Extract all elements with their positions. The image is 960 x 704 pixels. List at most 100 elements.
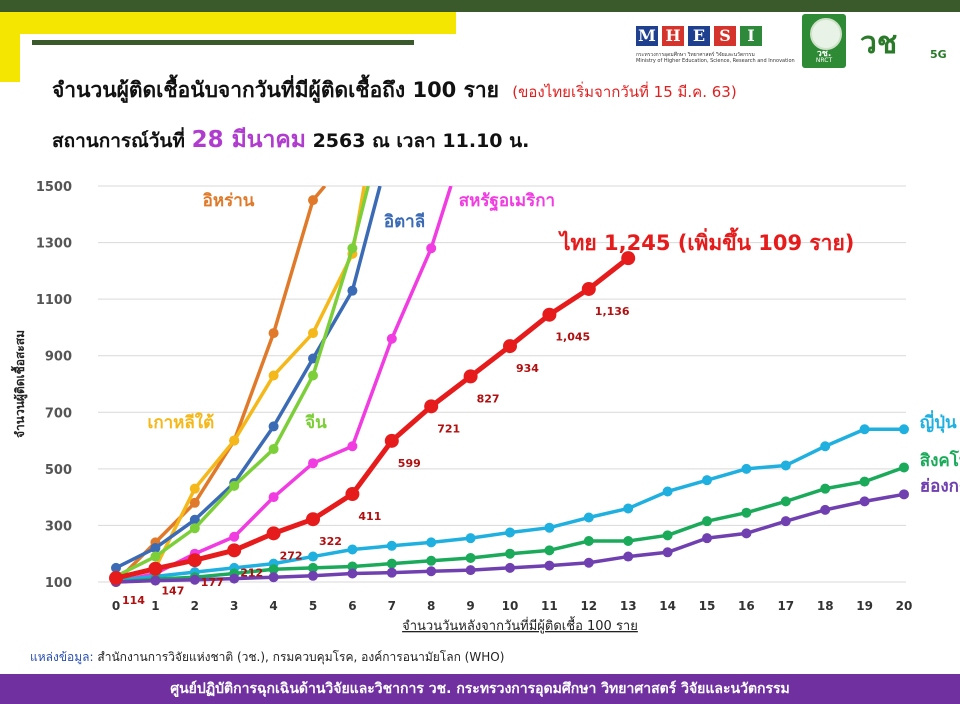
y-tick-label: 900 bbox=[45, 350, 72, 365]
data-point-เกาหลีใต้ bbox=[229, 435, 240, 446]
data-point-สิงคโปร์ bbox=[347, 561, 358, 572]
data-label-thailand: 411 bbox=[358, 510, 381, 523]
x-tick-label: 10 bbox=[502, 599, 519, 613]
top-green-bar bbox=[0, 0, 960, 12]
x-tick-label: 13 bbox=[620, 599, 637, 613]
data-label-thailand: 1,045 bbox=[555, 331, 590, 344]
y-axis-label: จำนวนผู้ติดเชื้อสะสม bbox=[10, 330, 28, 438]
data-point-จีน bbox=[347, 243, 358, 254]
data-point-เกาหลีใต้ bbox=[308, 328, 318, 339]
data-point-ญี่ปุ่น bbox=[859, 424, 870, 435]
data-point-สิงคโปร์ bbox=[544, 545, 555, 556]
y-tick-label: 700 bbox=[45, 406, 72, 421]
series-label-เกาหลีใต้: เกาหลีใต้ bbox=[148, 412, 215, 433]
data-point-ฮ่องกง bbox=[859, 496, 870, 507]
data-point-ญี่ปุ่น bbox=[583, 512, 594, 523]
data-label-thailand: 934 bbox=[516, 362, 539, 375]
data-point-สหรัฐอเมริกา bbox=[347, 441, 358, 452]
y-tick-label: 300 bbox=[45, 519, 72, 534]
nrct-logo: วช. NRCT bbox=[802, 14, 846, 68]
data-point-ฮ่องกง bbox=[465, 565, 476, 576]
data-point-ญี่ปุ่น bbox=[623, 503, 634, 514]
data-point-ฮ่องกง bbox=[741, 528, 752, 539]
data-point-ฮ่องกง bbox=[268, 572, 279, 583]
data-point-ไทย bbox=[345, 487, 360, 502]
data-point-ญี่ปุ่น bbox=[465, 533, 476, 544]
data-point-สิงคโปร์ bbox=[741, 507, 752, 518]
data-point-สิงคโปร์ bbox=[662, 530, 673, 541]
data-point-ฮ่องกง bbox=[505, 562, 515, 573]
data-point-ญี่ปุ่น bbox=[702, 475, 712, 486]
mhesi-letter: E bbox=[688, 26, 710, 46]
data-point-สิงคโปร์ bbox=[268, 564, 279, 575]
series-label-จีน: จีน bbox=[305, 412, 327, 433]
mhesi-letter: S bbox=[714, 26, 736, 46]
x-tick-label: 6 bbox=[348, 599, 356, 613]
data-point-สหรัฐอเมริกา bbox=[268, 492, 279, 503]
y-tick-label: 1500 bbox=[36, 180, 72, 195]
data-point-ฮ่องกง bbox=[662, 547, 673, 558]
data-point-ฮ่องกง bbox=[899, 489, 909, 500]
data-point-สิงคโปร์ bbox=[465, 552, 476, 563]
data-point-ฮ่องกง bbox=[347, 568, 358, 579]
data-point-อิตาลี bbox=[189, 514, 200, 525]
footer-bar: ศูนย์ปฏิบัติการฉุกเฉินด้านวิจัยและวิชากา… bbox=[0, 674, 960, 704]
page-title: จำนวนผู้ติดเชื้อนับจากวันที่มีผู้ติดเชื้… bbox=[52, 74, 737, 107]
data-point-ญี่ปุ่น bbox=[308, 551, 318, 562]
data-label-thailand: 177 bbox=[201, 576, 224, 589]
thailand-headline-label: ไทย 1,245 (เพิ่มขึ้น 109 ราย) bbox=[558, 227, 854, 255]
mhesi-subtitle-en: Ministry of Higher Education, Science, R… bbox=[636, 58, 795, 64]
data-point-อิตาลี bbox=[347, 285, 358, 296]
x-tick-label: 18 bbox=[817, 599, 834, 613]
data-point-ฮ่องกง bbox=[623, 551, 634, 562]
x-tick-label: 8 bbox=[427, 599, 435, 613]
data-point-ไทย bbox=[503, 339, 517, 354]
data-point-ไทย bbox=[187, 553, 202, 568]
data-point-สิงคโปร์ bbox=[426, 555, 437, 566]
data-point-ฮ่องกง bbox=[544, 560, 555, 571]
data-point-ฮ่องกง bbox=[229, 573, 240, 584]
data-point-อิตาลี bbox=[308, 353, 318, 364]
series-label-สหรัฐอเมริกา: สหรัฐอเมริกา bbox=[459, 191, 555, 212]
series-label-อิหร่าน: อิหร่าน bbox=[203, 191, 255, 211]
data-point-ญี่ปุ่น bbox=[741, 463, 752, 474]
data-point-ไทย bbox=[109, 571, 123, 586]
data-point-ฮ่องกง bbox=[308, 570, 318, 581]
nrct-emblem-icon bbox=[810, 18, 842, 50]
data-point-ฮ่องกง bbox=[702, 533, 712, 544]
data-point-อิหร่าน bbox=[268, 328, 279, 339]
x-tick-label: 11 bbox=[541, 599, 558, 613]
series-line-อิตาลี bbox=[115, 186, 382, 570]
data-point-ญี่ปุ่น bbox=[820, 441, 831, 452]
x-tick-label: 7 bbox=[388, 599, 396, 613]
logo-5g-tag: 5G bbox=[930, 48, 947, 61]
x-axis-label: จำนวนวันหลังจากวันที่มีผู้ติดเชื้อ 100 ร… bbox=[402, 616, 638, 634]
mhesi-subtitle: กระทรวงการอุดมศึกษา วิทยาศาสตร์ วิจัยและ… bbox=[636, 52, 755, 58]
y-tick-label: 1100 bbox=[36, 293, 72, 308]
data-point-ญี่ปุ่น bbox=[386, 540, 397, 551]
y-tick-label: 100 bbox=[45, 576, 72, 591]
data-label-thailand: 114 bbox=[122, 594, 145, 607]
nrct-5g-logo: วช 5G bbox=[856, 20, 952, 68]
data-point-เกาหลีใต้ bbox=[189, 483, 200, 494]
data-point-สิงคโปร์ bbox=[859, 476, 870, 487]
data-point-สหรัฐอเมริกา bbox=[308, 458, 318, 469]
data-point-สิงคโปร์ bbox=[505, 548, 515, 559]
data-point-สิงคโปร์ bbox=[623, 535, 634, 546]
series-line-จีน bbox=[115, 186, 370, 578]
x-tick-label: 5 bbox=[309, 599, 317, 613]
data-point-จีน bbox=[308, 370, 318, 381]
status-prefix: สถานการณ์วันที่ bbox=[52, 130, 185, 152]
x-tick-label: 3 bbox=[230, 599, 238, 613]
data-point-ฮ่องกง bbox=[583, 557, 594, 568]
data-point-ไทย bbox=[542, 307, 557, 322]
data-point-สิงคโปร์ bbox=[899, 462, 909, 473]
data-label-thailand: 322 bbox=[319, 535, 342, 548]
series-line-สหรัฐอเมริกา bbox=[115, 186, 453, 584]
data-point-ฮ่องกง bbox=[820, 504, 831, 515]
data-point-อิตาลี bbox=[268, 421, 279, 432]
data-point-ฮ่องกง bbox=[426, 566, 437, 577]
x-tick-label: 2 bbox=[191, 599, 199, 613]
nrct-en: NRCT bbox=[815, 57, 833, 64]
